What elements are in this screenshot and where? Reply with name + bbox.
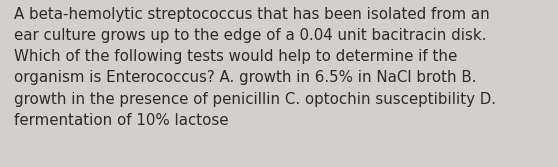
Text: A beta-hemolytic streptococcus that has been isolated from an
ear culture grows : A beta-hemolytic streptococcus that has … (14, 7, 496, 128)
